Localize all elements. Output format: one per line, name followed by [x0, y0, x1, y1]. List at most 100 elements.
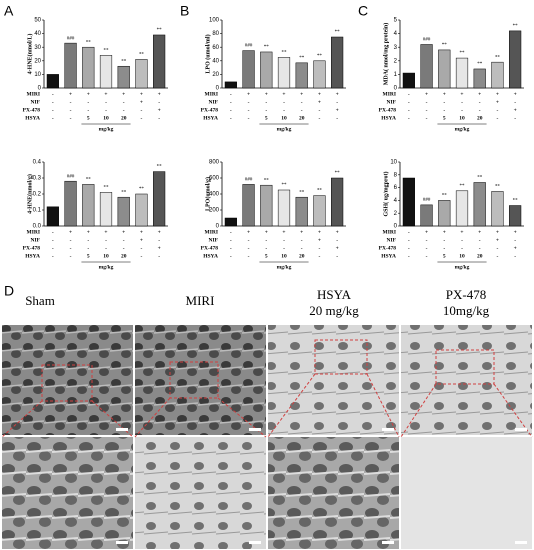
- significance-label: **: [121, 190, 127, 195]
- table-cell: +: [140, 229, 143, 235]
- table-cell: -: [497, 115, 499, 121]
- table-cell: +: [265, 91, 268, 97]
- table-cell: -: [70, 253, 72, 259]
- table-cell: -: [230, 229, 232, 235]
- table-cell: -: [461, 107, 463, 113]
- table-cell: -: [301, 107, 303, 113]
- zoom-boxes: [1, 339, 533, 438]
- table-cell: +: [336, 107, 339, 113]
- table-cell: -: [230, 91, 232, 97]
- table-cell: -: [426, 107, 428, 113]
- significance-label: **: [139, 187, 145, 192]
- table-cell: -: [497, 253, 499, 259]
- table-cell: -: [158, 237, 160, 243]
- table-cell: -: [248, 253, 250, 259]
- table-cell: -: [426, 99, 428, 105]
- significance-label: **: [460, 184, 466, 189]
- y-tick-label: 6: [394, 185, 398, 191]
- significance-label: **: [264, 45, 270, 50]
- micrograph: [401, 437, 532, 549]
- bar: [438, 49, 451, 89]
- table-cell: -: [443, 237, 445, 243]
- table-cell: -: [461, 245, 463, 251]
- table-row-label: NIF: [209, 99, 219, 105]
- y-tick-label: 0.1: [33, 208, 42, 214]
- table-cell: -: [283, 237, 285, 243]
- table-cell: +: [318, 237, 321, 243]
- significance-label: **: [157, 165, 163, 170]
- image-title: MIRI: [186, 293, 215, 308]
- y-tick-label: 60: [212, 45, 219, 51]
- table-cell: -: [301, 99, 303, 105]
- table-cell: -: [52, 237, 54, 243]
- table-row-label: HSYA: [203, 115, 218, 121]
- table-cell: +: [247, 229, 250, 235]
- image-title: HSYA: [317, 287, 352, 302]
- table-cell: -: [336, 99, 338, 105]
- table-cell: -: [87, 99, 89, 105]
- table-cell: -: [158, 115, 160, 121]
- bar: [224, 81, 237, 89]
- table-cell: -: [230, 253, 232, 259]
- bar: [135, 193, 148, 227]
- table-cell: +: [122, 91, 125, 97]
- significance-label: **: [282, 51, 288, 56]
- table-cell: 20: [477, 253, 483, 259]
- bar: [99, 55, 113, 89]
- table-cell: 10: [459, 115, 465, 121]
- table-row-label: PX-478: [201, 245, 219, 251]
- table-unit: mg/kg: [99, 126, 114, 132]
- table-cell: -: [70, 245, 72, 251]
- table-row-label: HSYA: [25, 115, 40, 121]
- table-cell: -: [479, 99, 481, 105]
- table-cell: -: [70, 107, 72, 113]
- table-cell: +: [122, 229, 125, 235]
- table-cell: +: [158, 107, 161, 113]
- table-cell: 10: [459, 253, 465, 259]
- table-cell: +: [318, 91, 321, 97]
- table-cell: -: [443, 107, 445, 113]
- table-cell: +: [496, 99, 499, 105]
- significance-label: **: [477, 176, 483, 181]
- table-cell: -: [408, 253, 410, 259]
- bar: [153, 171, 166, 227]
- table-cell: +: [496, 229, 499, 235]
- bar: [153, 34, 166, 89]
- table-row-label: HSYA: [381, 115, 396, 121]
- table-row-label: MIRI: [205, 91, 218, 97]
- table-cell: 5: [443, 115, 446, 121]
- bar: [277, 189, 291, 227]
- table-cell: +: [265, 229, 268, 235]
- table-cell: -: [426, 115, 428, 121]
- table-cell: -: [230, 107, 232, 113]
- table-cell: +: [158, 229, 161, 235]
- table-cell: +: [282, 91, 285, 97]
- table-cell: 5: [87, 115, 90, 121]
- y-tick-label: 30: [34, 45, 41, 51]
- significance-label: **: [299, 56, 305, 61]
- table-cell: -: [514, 237, 516, 243]
- significance-label: **: [139, 53, 145, 58]
- bar: [277, 57, 291, 89]
- y-tick-label: 4: [394, 31, 398, 37]
- significance-label: **: [264, 178, 270, 183]
- table-cell: -: [265, 107, 267, 113]
- table-cell: +: [425, 91, 428, 97]
- table-cell: -: [52, 91, 54, 97]
- table-cell: +: [318, 229, 321, 235]
- table-cell: -: [265, 245, 267, 251]
- table-cell: +: [140, 237, 143, 243]
- significance-label: **: [121, 59, 127, 64]
- table-cell: +: [514, 245, 517, 251]
- table-cell: -: [248, 107, 250, 113]
- bar: [64, 180, 77, 227]
- table-cell: +: [478, 91, 481, 97]
- bar: [438, 200, 451, 227]
- bar: [99, 192, 113, 227]
- y-axis-label: MDA( nmol/mg protein): [382, 23, 389, 86]
- table-unit: mg/kg: [277, 264, 292, 270]
- table-cell: +: [514, 107, 517, 113]
- micrographs: [1, 325, 533, 549]
- bar: [46, 206, 59, 227]
- significance-label: **: [495, 55, 501, 60]
